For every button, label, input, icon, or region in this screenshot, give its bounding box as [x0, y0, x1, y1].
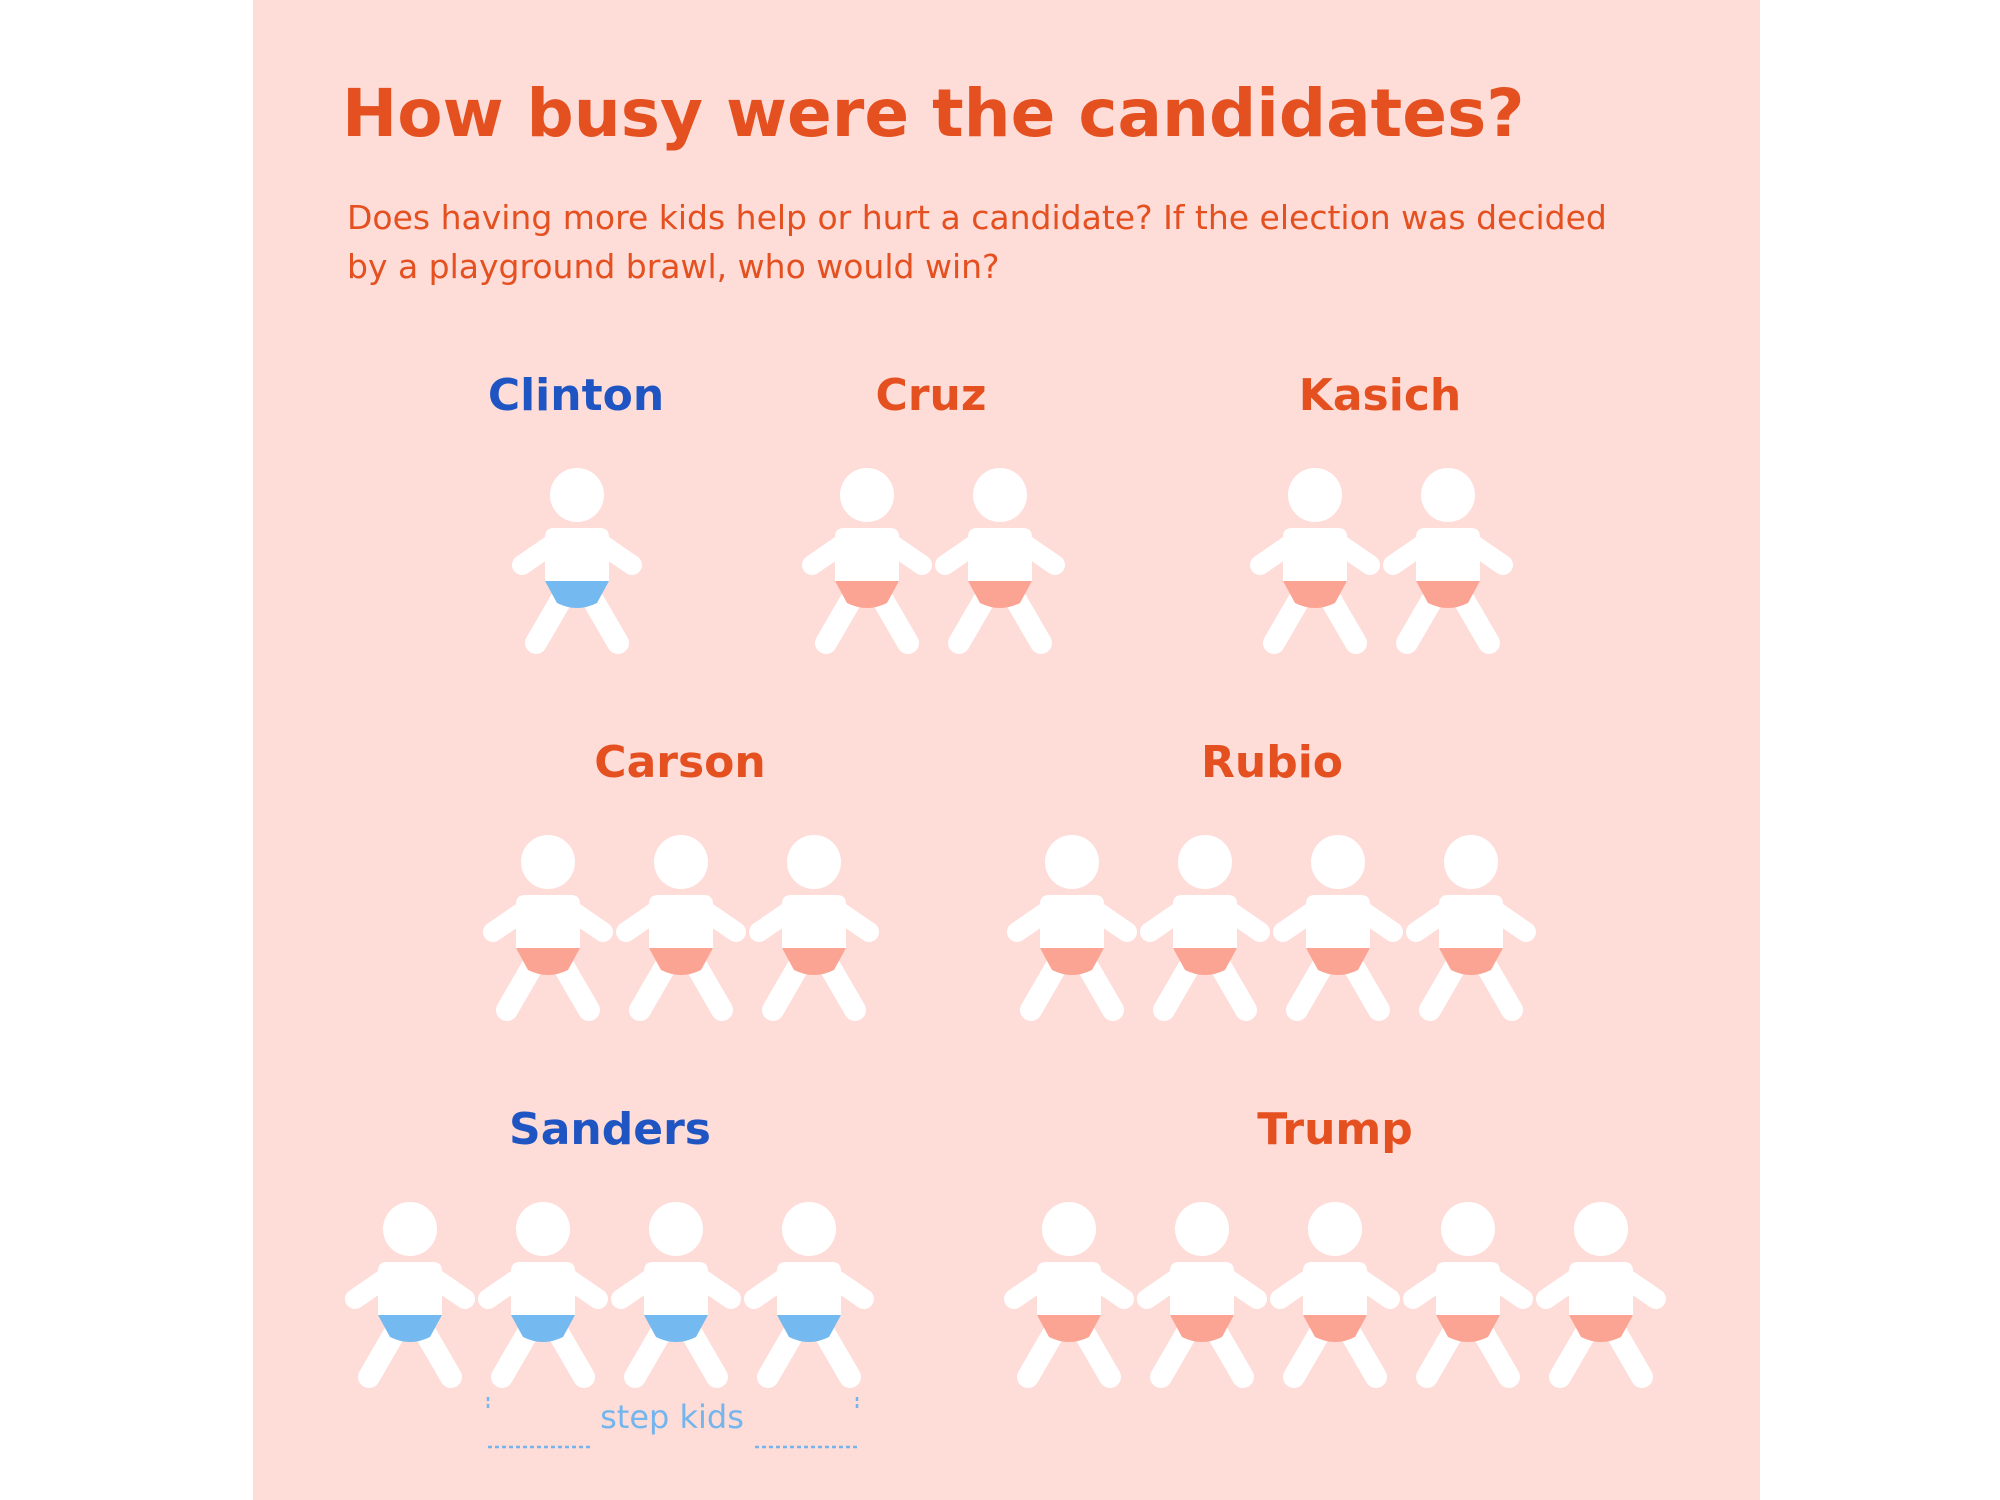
baby-icon: [611, 1199, 741, 1389]
baby-icon: [1273, 832, 1403, 1022]
chart-subtitle: Does having more kids help or hurt a can…: [347, 198, 1607, 286]
baby-icon: [1250, 465, 1380, 655]
baby-icon: [1140, 832, 1270, 1022]
step-kids-label: step kids: [600, 1398, 744, 1436]
baby-icon: [512, 465, 642, 655]
candidate-name-rubio: Rubio: [1200, 737, 1344, 788]
step-kids-bracket: [486, 1397, 859, 1449]
candidate-name-clinton: Clinton: [487, 370, 665, 421]
baby-icon: [749, 832, 879, 1022]
candidate-name-cruz: Cruz: [875, 370, 987, 421]
baby-icon: [1004, 1199, 1134, 1389]
chart-title: How busy were the candidates?: [342, 75, 1525, 152]
baby-icon: [1137, 1199, 1267, 1389]
baby-icon: [1270, 1199, 1400, 1389]
baby-icon: [1007, 832, 1137, 1022]
baby-icon: [483, 832, 613, 1022]
baby-icon: [345, 1199, 475, 1389]
baby-icon: [1383, 465, 1513, 655]
baby-icon: [616, 832, 746, 1022]
candidate-name-kasich: Kasich: [1298, 370, 1462, 421]
baby-icon: [1403, 1199, 1533, 1389]
candidate-name-sanders: Sanders: [509, 1104, 711, 1155]
candidate-name-carson: Carson: [594, 737, 766, 788]
baby-icon: [1536, 1199, 1666, 1389]
chart-panel: [253, 0, 1760, 1500]
baby-icon: [744, 1199, 874, 1389]
baby-icon: [478, 1199, 608, 1389]
candidate-name-trump: Trump: [1257, 1104, 1413, 1155]
baby-icon: [802, 465, 932, 655]
baby-icon: [935, 465, 1065, 655]
baby-icon: [1406, 832, 1536, 1022]
